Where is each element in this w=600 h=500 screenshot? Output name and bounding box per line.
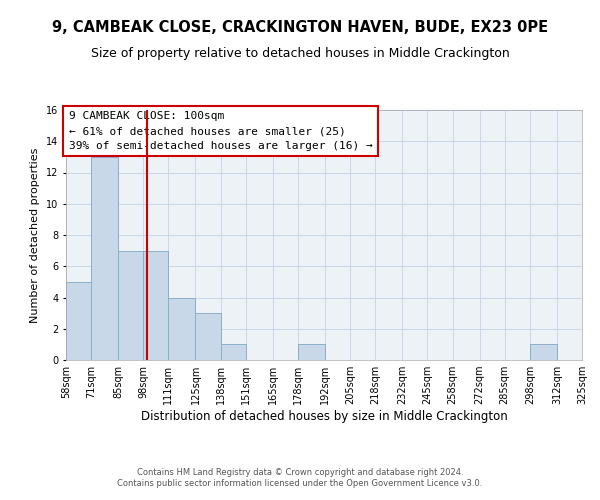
Bar bbox=[91, 157, 118, 360]
X-axis label: Distribution of detached houses by size in Middle Crackington: Distribution of detached houses by size … bbox=[140, 410, 508, 423]
Text: 9, CAMBEAK CLOSE, CRACKINGTON HAVEN, BUDE, EX23 0PE: 9, CAMBEAK CLOSE, CRACKINGTON HAVEN, BUD… bbox=[52, 20, 548, 35]
Text: Contains HM Land Registry data © Crown copyright and database right 2024.
Contai: Contains HM Land Registry data © Crown c… bbox=[118, 468, 482, 487]
Text: Size of property relative to detached houses in Middle Crackington: Size of property relative to detached ho… bbox=[91, 48, 509, 60]
Y-axis label: Number of detached properties: Number of detached properties bbox=[31, 148, 40, 322]
Bar bbox=[221, 344, 246, 360]
Bar bbox=[143, 250, 169, 360]
Bar bbox=[66, 282, 91, 360]
Bar bbox=[298, 344, 325, 360]
Bar bbox=[530, 344, 557, 360]
Bar bbox=[196, 313, 221, 360]
Bar bbox=[169, 298, 196, 360]
Text: 9 CAMBEAK CLOSE: 100sqm
← 61% of detached houses are smaller (25)
39% of semi-de: 9 CAMBEAK CLOSE: 100sqm ← 61% of detache… bbox=[68, 112, 373, 151]
Bar bbox=[118, 250, 143, 360]
